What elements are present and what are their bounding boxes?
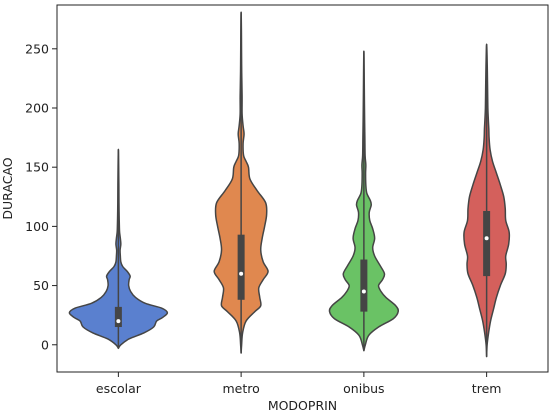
violin-median-metro [239,271,244,276]
violin-median-trem [484,236,489,241]
y-tick-label: 100 [25,219,49,234]
violin-median-escolar [116,319,121,324]
x-tick-label-escolar: escolar [96,381,142,396]
y-tick-label: 200 [25,100,49,115]
violin-iqr-box-onibus [360,259,368,312]
y-tick-label: 150 [25,160,49,175]
plot-frame [56,4,549,373]
y-axis-title: DURACAO [0,157,15,219]
x-tick-label-trem: trem [472,381,502,396]
violin-iqr-box-trem [483,210,491,277]
violin-iqr-box-escolar [114,306,122,328]
violin-iqr-box-metro [237,234,245,300]
y-tick-label: 0 [41,337,49,352]
x-tick-label-onibus: onibus [343,381,384,396]
x-axis-title: MODOPRIN [268,398,337,413]
violin-trem [463,43,511,358]
y-tick-label: 50 [33,278,49,293]
x-tick-label-metro: metro [222,381,259,396]
y-axis: 0 50 100 150 200 250 [25,41,57,352]
violins-layer [68,11,511,358]
x-axis: escolar metro onibus trem [96,372,502,396]
violin-onibus [328,50,400,352]
violin-escolar [68,148,169,350]
violin-median-onibus [361,289,366,294]
y-tick-label: 250 [25,41,49,56]
violin-metro [213,11,269,354]
